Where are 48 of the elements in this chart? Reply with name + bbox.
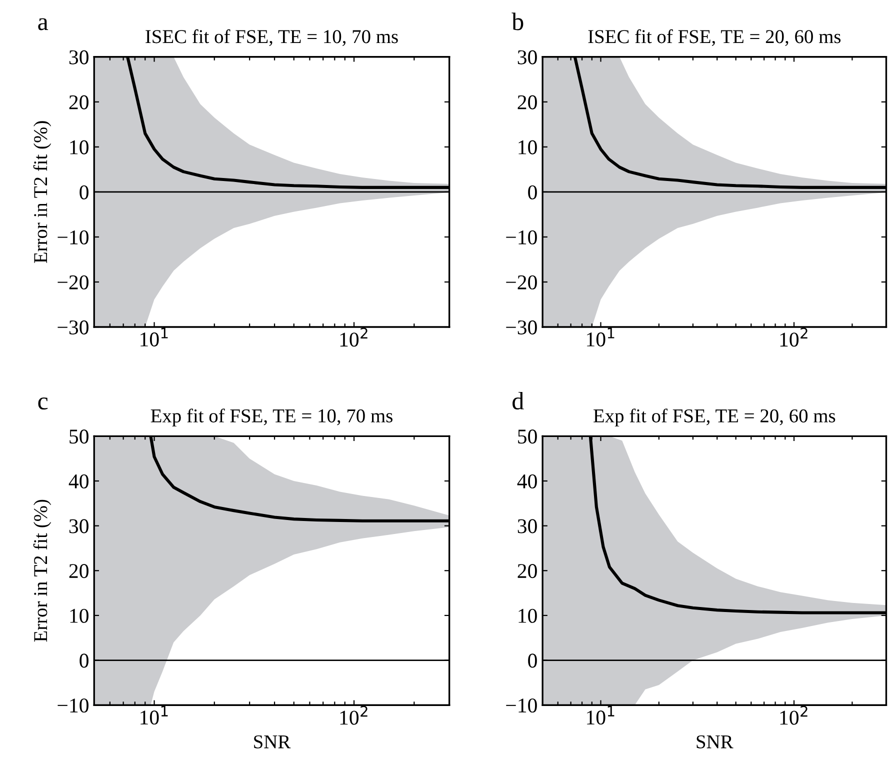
y-tick-label: 50	[70, 430, 88, 444]
y-tick-label: 30	[518, 50, 537, 64]
x-tick-label: 10$^{2}$	[340, 706, 368, 725]
text: b	[512, 12, 524, 30]
y-tick-label: 30	[69, 50, 88, 64]
x-tick-label: 10$^{2}$	[780, 328, 808, 347]
y-tick-label: 20	[518, 95, 537, 110]
y-tick-label: 20	[518, 564, 537, 578]
y-tick-label: 10	[518, 140, 537, 154]
text: a	[38, 18, 48, 30]
y-tick-label: 30	[518, 519, 537, 534]
y-tick-label: 40	[517, 474, 537, 488]
y-tick-label: 10	[70, 608, 88, 623]
y-tick-label: 10	[518, 608, 537, 623]
y-axis-title: Error in T2 fit (%)	[33, 121, 52, 264]
y-axis-title: Error in T2 fit (%)	[33, 500, 52, 642]
chart-title: ISEC fit of FSE, TE = 10, 70 ms	[146, 29, 398, 46]
y-tick-label: −30	[506, 320, 537, 334]
y-tick-label: 50	[518, 430, 537, 444]
x-tick-label: 10$^{1}$	[140, 706, 168, 725]
y-tick-label: −10	[506, 698, 537, 713]
y-tick-label: 0	[528, 185, 537, 200]
y-tick-label: −20	[506, 275, 537, 290]
x-tick-label: 10$^{1}$	[587, 328, 614, 346]
y-tick-label: 0	[528, 654, 537, 668]
x-axis-title: SNR	[696, 735, 734, 748]
y-tick-label: 0	[80, 654, 88, 668]
x-axis-title: SNR	[254, 735, 291, 748]
y-tick-label: −20	[58, 275, 88, 290]
y-tick-label: −10	[58, 698, 88, 713]
y-tick-label: −10	[58, 230, 88, 244]
chart-title: Exp fit of FSE, TE = 10, 70 ms	[150, 408, 392, 426]
y-tick-label: 20	[69, 564, 88, 578]
y-tick-label: −10	[506, 230, 537, 244]
chart-title: ISEC fit of FSE, TE = 20, 60 ms	[588, 29, 841, 46]
y-tick-label: 10	[70, 140, 88, 154]
y-tick-label: 0	[80, 185, 88, 200]
x-tick-label: 10$^{2}$	[780, 706, 808, 725]
text: d	[512, 392, 524, 410]
text: c	[38, 398, 48, 410]
chart-title: Exp fit of FSE, TE = 20, 60 ms	[594, 408, 836, 426]
y-tick-label: 30	[69, 519, 88, 534]
y-tick-label: −30	[58, 320, 88, 334]
x-tick-label: 10$^{1}$	[140, 328, 168, 346]
x-tick-label: 10$^{1}$	[587, 706, 614, 725]
x-tick-label: 10$^{2}$	[340, 328, 368, 347]
y-tick-label: 20	[69, 95, 88, 110]
y-tick-label: 40	[68, 474, 88, 488]
